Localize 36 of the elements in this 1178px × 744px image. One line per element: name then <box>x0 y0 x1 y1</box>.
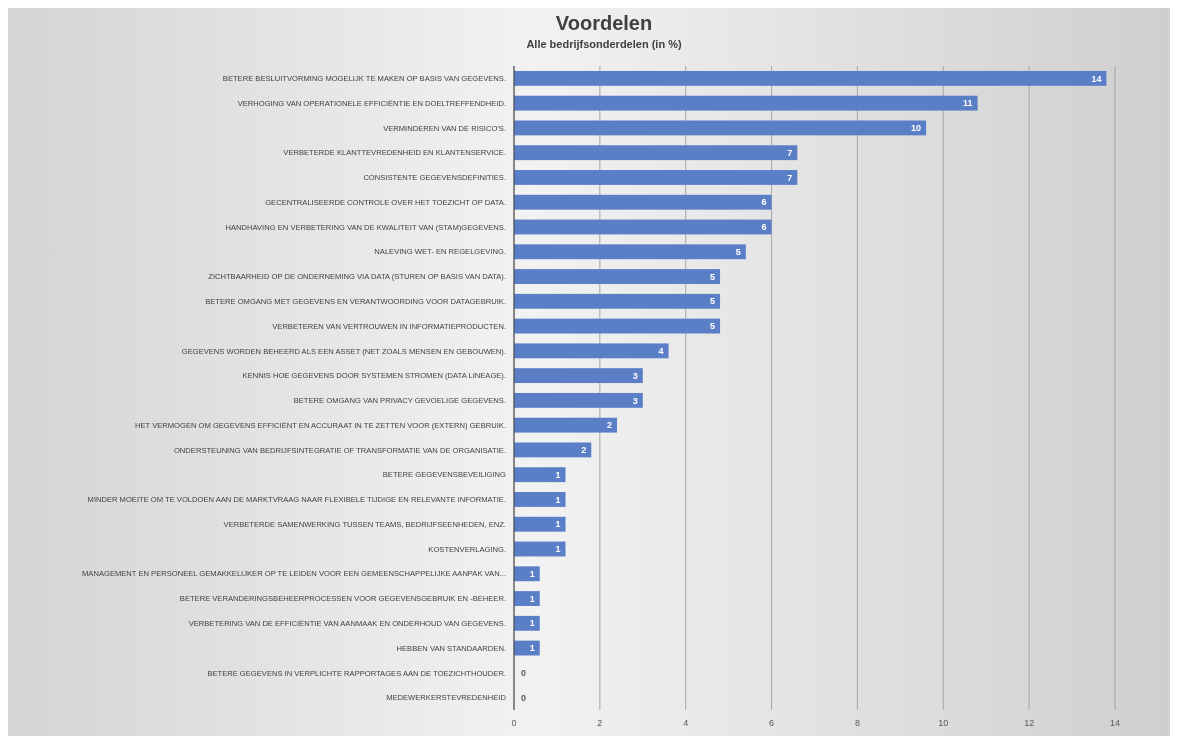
data-label: 5 <box>710 296 716 307</box>
data-label: 4 <box>658 346 664 356</box>
chart-title: Voordelen <box>555 12 653 34</box>
data-label: 1 <box>555 469 561 480</box>
data-label: 1 <box>555 544 561 555</box>
data-label: 5 <box>710 321 716 332</box>
x-tick-label: 4 <box>683 718 689 728</box>
data-label: 6 <box>761 222 767 233</box>
x-tick-label: 2 <box>597 718 603 728</box>
data-label: 7 <box>787 172 793 183</box>
data-label: 3 <box>632 395 638 406</box>
chart-subtitle: Alle bedrijfsonderdelen (in %) <box>526 38 682 50</box>
data-label: 1 <box>555 519 561 530</box>
data-label: 0 <box>520 668 526 678</box>
data-label: 0 <box>520 692 526 703</box>
data-label: 7 <box>787 147 793 158</box>
x-tick-label: 6 <box>769 718 775 728</box>
data-label: 1 <box>529 593 535 604</box>
x-tick-label: 12 <box>1024 718 1035 728</box>
data-label: 1 <box>529 568 535 579</box>
x-tick-label: 8 <box>854 718 860 728</box>
data-label: 1 <box>529 643 535 654</box>
x-tick-label: 0 <box>511 718 517 728</box>
data-label: 11 <box>963 98 973 109</box>
data-label: 1 <box>555 494 561 505</box>
x-tick-label: 10 <box>938 718 949 728</box>
data-label: 1 <box>529 618 535 629</box>
data-label: 2 <box>607 420 613 431</box>
data-label: 14 <box>1091 73 1102 84</box>
data-label: 2 <box>581 445 587 456</box>
data-label: 10 <box>911 123 922 134</box>
data-label: 3 <box>632 370 638 381</box>
data-label: 5 <box>710 271 716 282</box>
data-label: 6 <box>761 197 767 208</box>
data-label: 5 <box>735 246 741 257</box>
x-tick-label: 14 <box>1109 718 1121 728</box>
